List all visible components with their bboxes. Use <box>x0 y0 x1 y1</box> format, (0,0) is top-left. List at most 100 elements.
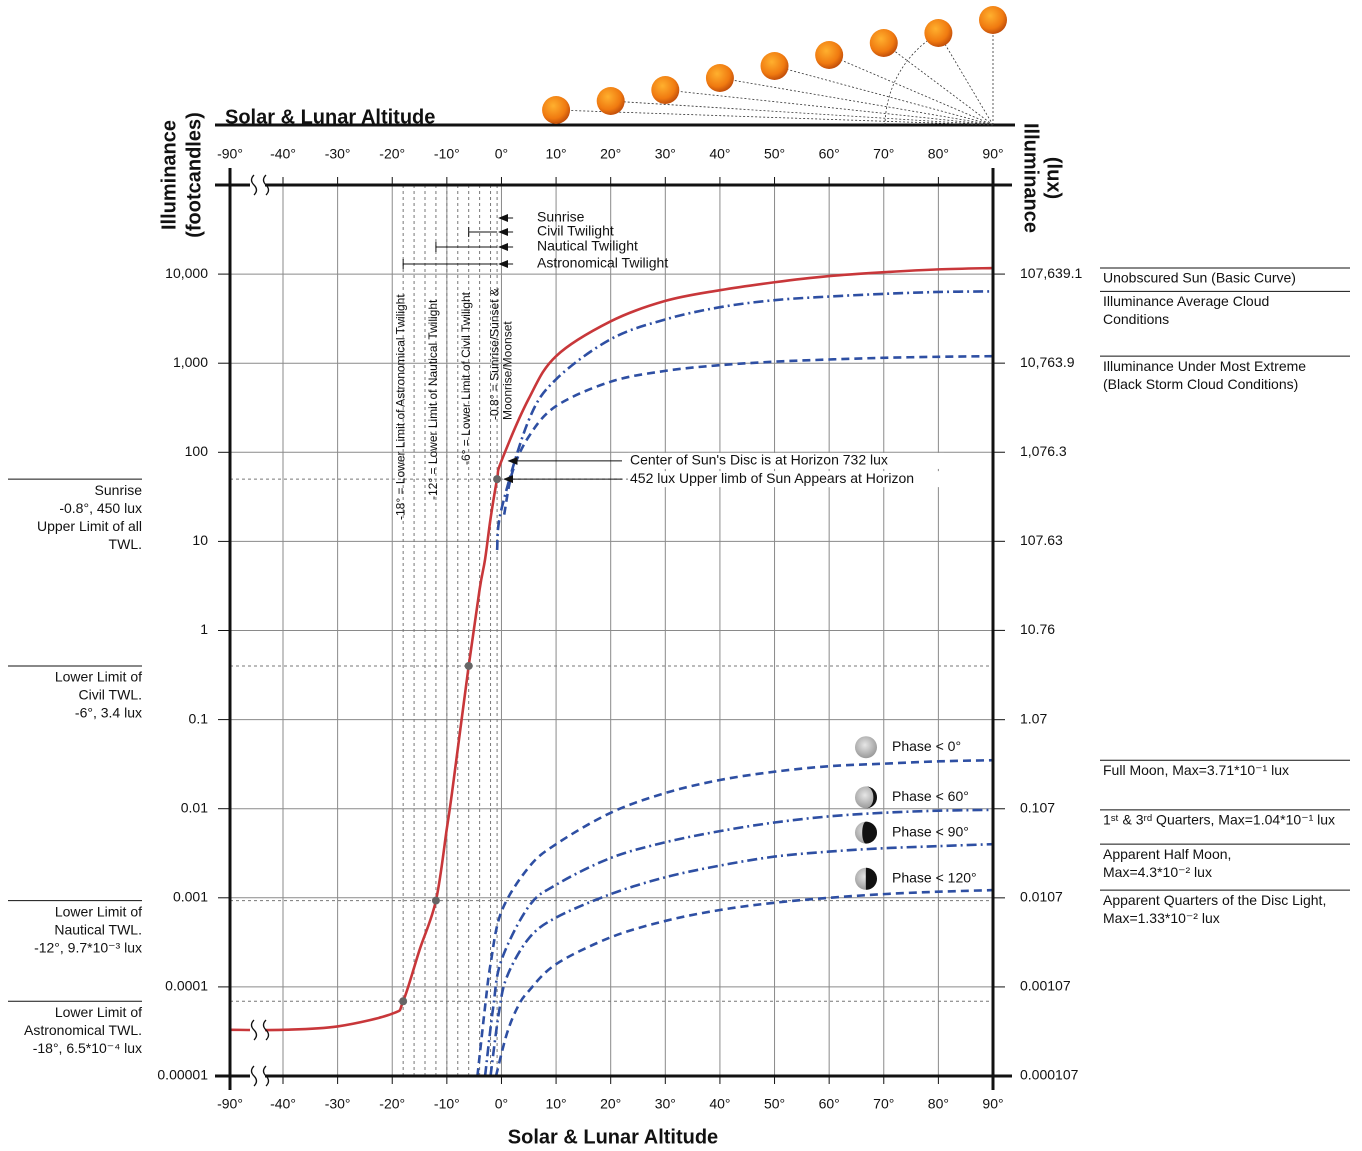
moon-icon <box>855 786 877 809</box>
phase-label: Phase < 120° <box>892 870 977 886</box>
sun-icon <box>815 41 844 69</box>
sun-ray <box>938 32 994 126</box>
series-line <box>476 758 994 1077</box>
twilight-label: Astronomical Twilight <box>537 255 668 271</box>
x-tick-label: 10° <box>545 146 566 162</box>
legend-label: 1ˢᵗ & 3ʳᵈ Quarters, Max=1.04*10⁻¹ lux <box>1103 812 1335 828</box>
y-tick-label: 1 <box>200 621 208 637</box>
legend-label: Unobscured Sun (Basic Curve) <box>1103 270 1296 286</box>
sun-icon <box>760 52 789 80</box>
x-tick-label: 80° <box>928 146 949 162</box>
y-tick-label: 0.0001 <box>165 978 208 994</box>
y2-tick-label: 1,076.3 <box>1020 443 1067 459</box>
x-tick-label: 40° <box>709 146 730 162</box>
legend-label: Apparent Quarters of the Disc Light, <box>1103 892 1326 908</box>
note: Civil TWL. <box>78 687 142 703</box>
sun-icon <box>924 19 953 47</box>
note: Lower Limit of <box>55 1004 142 1020</box>
sun-icon <box>869 29 898 57</box>
sun-icon <box>705 64 734 92</box>
note: Upper Limit of all <box>37 518 142 534</box>
note: Sunrise <box>95 482 143 498</box>
grid <box>229 185 994 1077</box>
reference-point <box>493 475 502 484</box>
x-tick-label: 80° <box>928 1096 949 1112</box>
note: -6°, 3.4 lux <box>75 705 142 721</box>
x-tick-label: 20° <box>600 146 621 162</box>
twilight-label: Sunrise <box>537 209 585 225</box>
x-tick-label: -40° <box>270 146 296 162</box>
x-tick-label: 0° <box>495 146 508 162</box>
x-tick-label: 60° <box>819 1096 840 1112</box>
x-tick-label: 20° <box>600 1096 621 1112</box>
note: Lower Limit of <box>55 669 142 685</box>
y-tick-label: 10 <box>192 532 208 548</box>
y2-axis-title: (lux) <box>1043 157 1065 199</box>
x-tick-label: -20° <box>379 1096 405 1112</box>
sun-ray <box>774 65 994 126</box>
y2-tick-label: 10,763.9 <box>1020 354 1075 370</box>
overlay: -90° -90° -40° -40° -30° -30° -20° -20° -10° -10°… <box>8 6 1350 1112</box>
y2-tick-label: 1.07 <box>1020 710 1047 726</box>
y2-tick-label: 0.000107 <box>1020 1067 1079 1083</box>
x-tick-label: 10° <box>545 1096 566 1112</box>
moon-shadow <box>865 867 877 890</box>
vertical-label: -12° = Lower Limit of Nautical Twilight <box>426 299 440 500</box>
sun-ray <box>828 54 994 126</box>
y2-tick-label: 0.107 <box>1020 799 1055 815</box>
reference-point <box>464 661 473 670</box>
x-axis-title: Solar & Lunar Altitude <box>508 1126 718 1148</box>
x-tick-label: -10° <box>434 1096 460 1112</box>
y-tick-label: 10,000 <box>165 265 208 281</box>
x-tick-label: 40° <box>709 1096 730 1112</box>
note: TWL. <box>109 536 142 552</box>
legend-label: (Black Storm Cloud Conditions) <box>1103 376 1298 392</box>
x-tick-label: 70° <box>873 1096 894 1112</box>
vertical-label: -18° = Lower Limit of Astronomical Twili… <box>393 294 407 520</box>
x-tick-label: -30° <box>325 1096 351 1112</box>
legend-label: Max=4.3*10⁻² lux <box>1103 864 1212 880</box>
reference-point <box>431 896 440 905</box>
vertical-label: -0.8° = Sunrise/Sunset & <box>487 288 501 420</box>
x-tick-label: 90° <box>982 1096 1003 1112</box>
legend-label: Conditions <box>1103 311 1169 327</box>
y-tick-label: 0.01 <box>181 799 208 815</box>
y-tick-label: 0.1 <box>189 710 209 726</box>
sun-ray <box>556 109 994 126</box>
phase-label: Phase < 90° <box>892 823 969 839</box>
y2-tick-label: 107,639.1 <box>1020 265 1082 281</box>
curves <box>229 266 994 1077</box>
x-tick-label: 30° <box>655 1096 676 1112</box>
phase-label: Phase < 60° <box>892 788 969 804</box>
note: Nautical TWL. <box>54 921 142 937</box>
sun-icon <box>596 87 625 115</box>
x-tick-label: 90° <box>982 146 1003 162</box>
twilight-label: Civil Twilight <box>537 223 614 239</box>
sun-ray <box>665 89 994 126</box>
phase-label: Phase < 0° <box>892 738 961 754</box>
x-tick-label: -20° <box>379 146 405 162</box>
y2-tick-label: 107.63 <box>1020 532 1063 548</box>
note: Lower Limit of <box>55 903 142 919</box>
sun-arc <box>884 32 940 126</box>
y-tick-label: 100 <box>185 443 209 459</box>
y2-tick-label: 10.76 <box>1020 621 1055 637</box>
twilight-label: Nautical Twilight <box>537 238 638 254</box>
x-tick-label: 30° <box>655 146 676 162</box>
annotation: Center of Sun's Disc is at Horizon 732 l… <box>630 452 888 468</box>
top-axis-title: Solar & Lunar Altitude <box>225 106 435 128</box>
x-tick-label: 50° <box>764 146 785 162</box>
annotation-bg <box>628 452 944 469</box>
y2-tick-label: 0.00107 <box>1020 978 1071 994</box>
legend-label: Full Moon, Max=3.71*10⁻¹ lux <box>1103 762 1289 778</box>
sun-icon <box>979 6 1007 34</box>
sun-icon <box>542 96 571 124</box>
legend-label: Max=1.33*10⁻² lux <box>1103 910 1220 926</box>
annotation-bg <box>628 471 944 488</box>
series-line <box>489 842 994 1077</box>
x-tick-label: -30° <box>325 146 351 162</box>
series-line <box>502 354 994 515</box>
x-tick-label: 60° <box>819 146 840 162</box>
x-tick-label: -90° <box>217 1096 243 1112</box>
